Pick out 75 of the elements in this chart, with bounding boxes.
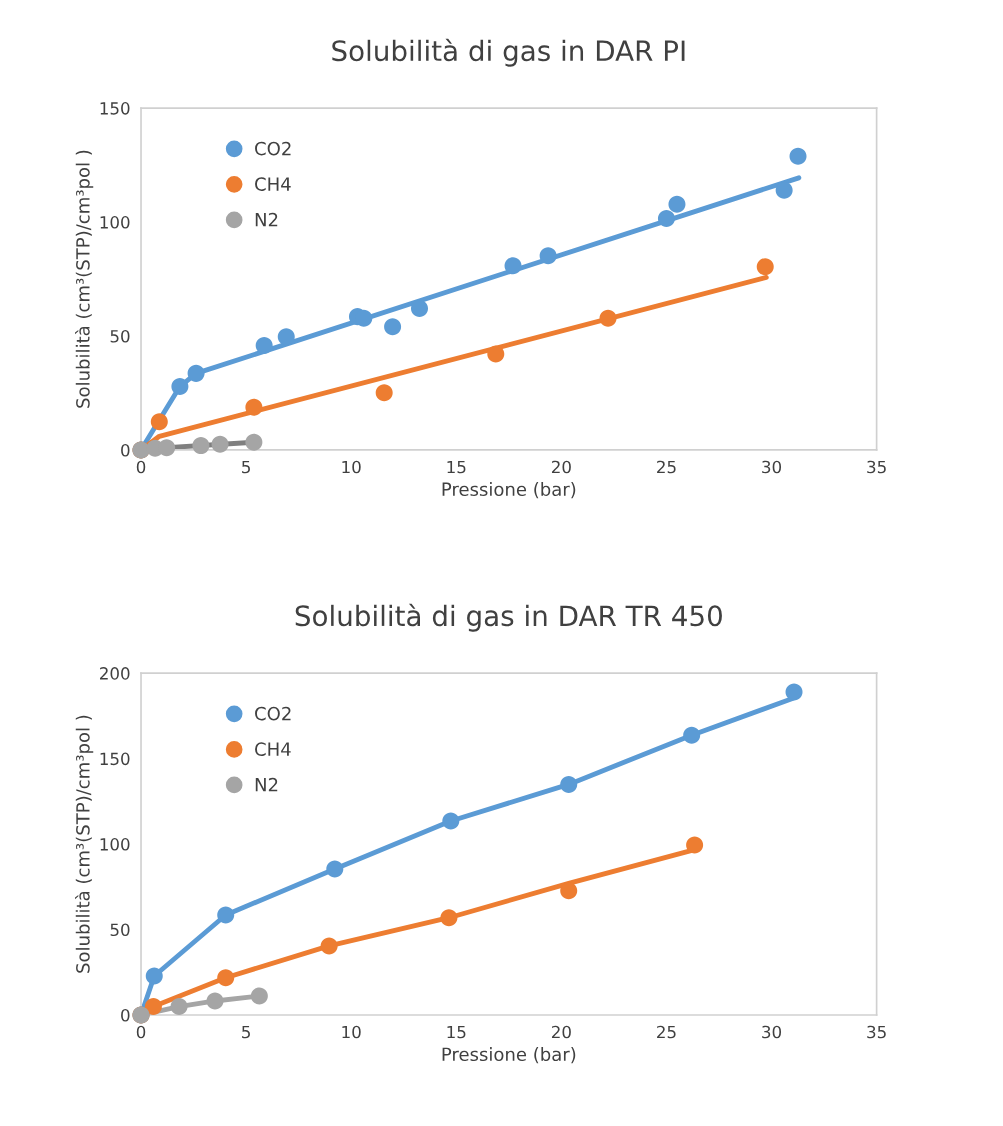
legend-label: CH4: [255, 177, 291, 191]
point: [384, 318, 402, 336]
x-tick-label: 15: [447, 1025, 466, 1039]
y-axis-title: Solubilità (cm³(STP)/cm³pol ): [75, 150, 94, 408]
point: [657, 209, 675, 227]
x-tick-label: 35: [867, 460, 886, 474]
point: [144, 998, 162, 1016]
point: [440, 909, 458, 927]
point: [320, 937, 338, 955]
y-axis-title: Solubilità (cm³(STP)/cm³pol ): [75, 715, 94, 973]
point: [560, 775, 578, 793]
x-tick-label: 0: [136, 460, 146, 474]
y-tick-label: 150: [100, 752, 130, 766]
point: [599, 309, 617, 327]
x-tick-label: 30: [762, 1025, 782, 1039]
point: [539, 247, 557, 265]
point: [217, 969, 235, 987]
point: [775, 181, 793, 199]
point: [683, 726, 701, 744]
x-tick-label: 20: [551, 1025, 571, 1039]
point: [277, 328, 295, 346]
y-tick-label: 200: [100, 667, 130, 680]
y-tick-label: 100: [100, 838, 130, 851]
x-tick-label: 5: [242, 1025, 250, 1039]
point: [250, 987, 268, 1005]
y-tick-label: 0: [121, 443, 130, 457]
point: [487, 345, 505, 363]
x-tick-label: 35: [867, 1025, 886, 1039]
chart-title: Solubilità di gas in DAR TR 450: [295, 603, 722, 632]
point: [686, 836, 704, 854]
point: [145, 967, 163, 985]
point: [171, 378, 189, 396]
point: [668, 195, 686, 213]
point: [187, 364, 205, 382]
legend-label: N2: [255, 212, 278, 227]
point: [217, 906, 235, 924]
x-tick-label: 20: [551, 460, 571, 474]
point: [211, 435, 229, 453]
point: [192, 437, 210, 455]
point: [245, 433, 263, 451]
point: [442, 812, 460, 830]
x-axis-title: Pressione (bar): [442, 1047, 576, 1064]
point: [756, 258, 774, 276]
point: [158, 439, 176, 457]
point: [150, 413, 168, 431]
point: [560, 882, 578, 900]
legend-label: N2: [255, 777, 278, 792]
x-tick-label: 25: [657, 460, 676, 474]
point: [789, 147, 807, 165]
point: [785, 683, 803, 701]
point: [206, 992, 224, 1010]
point: [326, 860, 344, 878]
legend-label: CO2: [255, 706, 291, 721]
legend-label: CO2: [255, 141, 291, 156]
x-tick-label: 10: [342, 460, 361, 474]
x-tick-label: 15: [447, 460, 466, 474]
y-tick-label: 100: [100, 216, 130, 229]
y-tick-label: 0: [121, 1008, 130, 1022]
y-tick-label: 50: [110, 923, 130, 937]
point: [255, 337, 273, 355]
point: [245, 398, 263, 416]
x-tick-label: 0: [136, 1025, 146, 1039]
legend-label: CH4: [255, 742, 291, 756]
x-tick-label: 5: [242, 460, 250, 474]
point: [170, 998, 188, 1016]
x-tick-label: 10: [342, 1025, 361, 1039]
point: [410, 299, 428, 317]
x-tick-label: 30: [762, 460, 782, 474]
x-axis-title: Pressione (bar): [442, 482, 576, 499]
chart-title: Solubilità di gas in DAR PI: [332, 38, 685, 67]
point: [375, 384, 393, 402]
point: [504, 257, 522, 275]
x-tick-label: 25: [657, 1025, 676, 1039]
y-tick-label: 150: [100, 102, 130, 115]
y-tick-label: 50: [110, 329, 130, 343]
